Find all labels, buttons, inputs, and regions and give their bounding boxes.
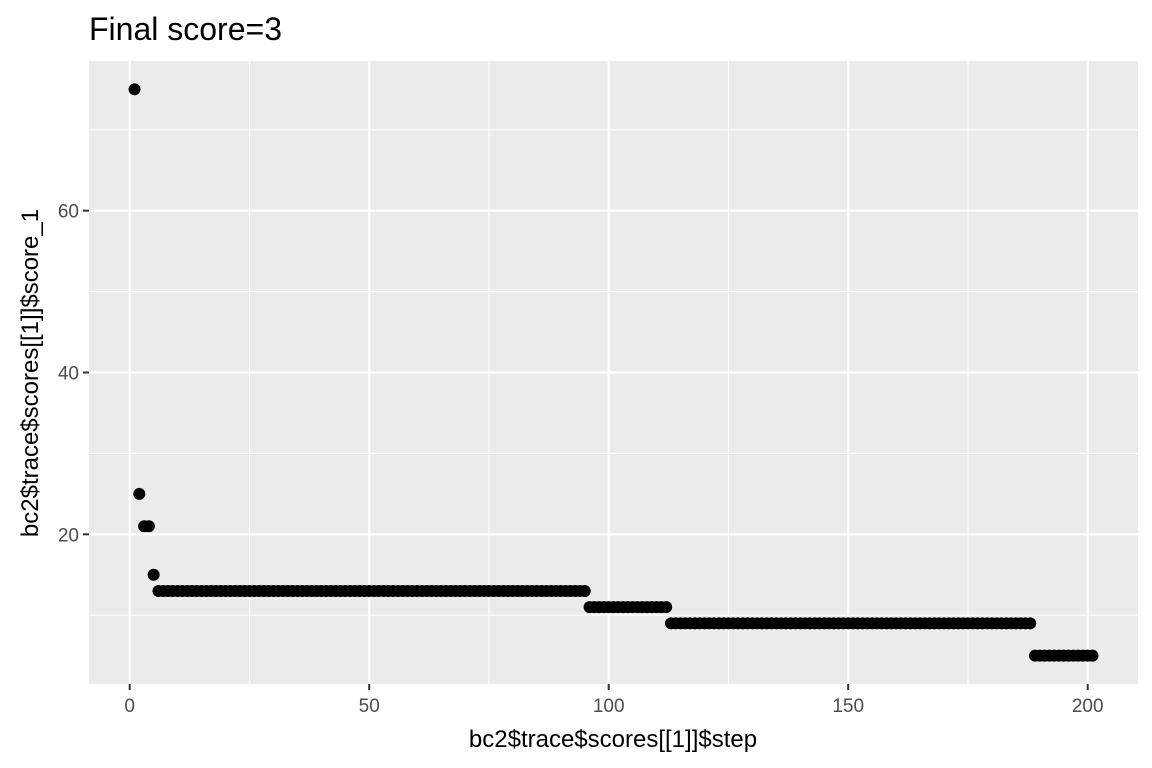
x-tick-label: 150 — [832, 696, 864, 717]
y-tick-label: 20 — [58, 525, 79, 546]
x-axis-title: bc2$trace$scores[[1]]$step — [469, 726, 757, 753]
x-tick-label: 200 — [1072, 696, 1104, 717]
data-points — [128, 83, 1099, 662]
y-tick-label: 40 — [58, 364, 79, 385]
y-axis: 20 40 60 — [58, 202, 89, 546]
chart-title: Final score=3 — [89, 11, 282, 47]
x-axis: 0 50 100 150 200 — [124, 684, 1104, 717]
data-point — [1024, 617, 1037, 630]
y-tick-label: 60 — [58, 202, 79, 223]
x-tick-label: 50 — [359, 696, 380, 717]
data-point — [1086, 649, 1099, 662]
data-point — [128, 83, 141, 96]
x-tick-label: 0 — [124, 696, 135, 717]
data-point — [147, 568, 160, 581]
data-point — [578, 584, 591, 597]
data-point — [133, 487, 146, 500]
x-tick-label: 100 — [593, 696, 625, 717]
major-gridlines — [89, 61, 1138, 684]
data-point — [142, 520, 155, 533]
y-axis-title: bc2$trace$scores[[1]]$score_1 — [17, 209, 44, 537]
data-point — [660, 601, 673, 614]
